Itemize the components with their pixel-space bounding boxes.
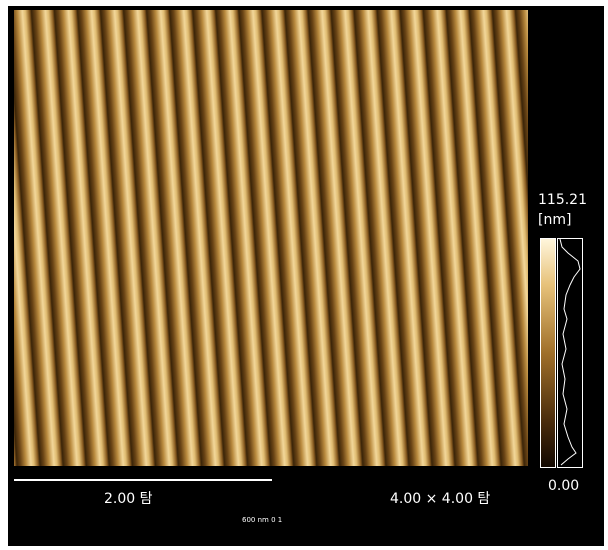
- histogram-plot: [558, 239, 582, 467]
- page: 115.21 [nm] 0.00 2.00 탐 4.00 × 4.00 탐 60…: [0, 0, 608, 550]
- stripe-texture: [14, 10, 528, 466]
- footer-text: 600 nm 0 1: [242, 516, 282, 524]
- color-bar: [540, 238, 556, 468]
- scan-size: 4.00 × 4.00 탐: [390, 488, 490, 508]
- scale-min: 0.00: [548, 478, 579, 494]
- afm-viewer: 115.21 [nm] 0.00 2.00 탐 4.00 × 4.00 탐 60…: [8, 6, 604, 546]
- afm-image: [14, 10, 528, 466]
- height-histogram: [557, 238, 583, 468]
- scale-max: 115.21: [538, 192, 587, 208]
- scale-bar: [14, 479, 272, 481]
- scale-bar-label: 2.00 탐: [104, 488, 153, 508]
- histogram-line: [560, 239, 580, 465]
- scale-unit: [nm]: [538, 212, 571, 228]
